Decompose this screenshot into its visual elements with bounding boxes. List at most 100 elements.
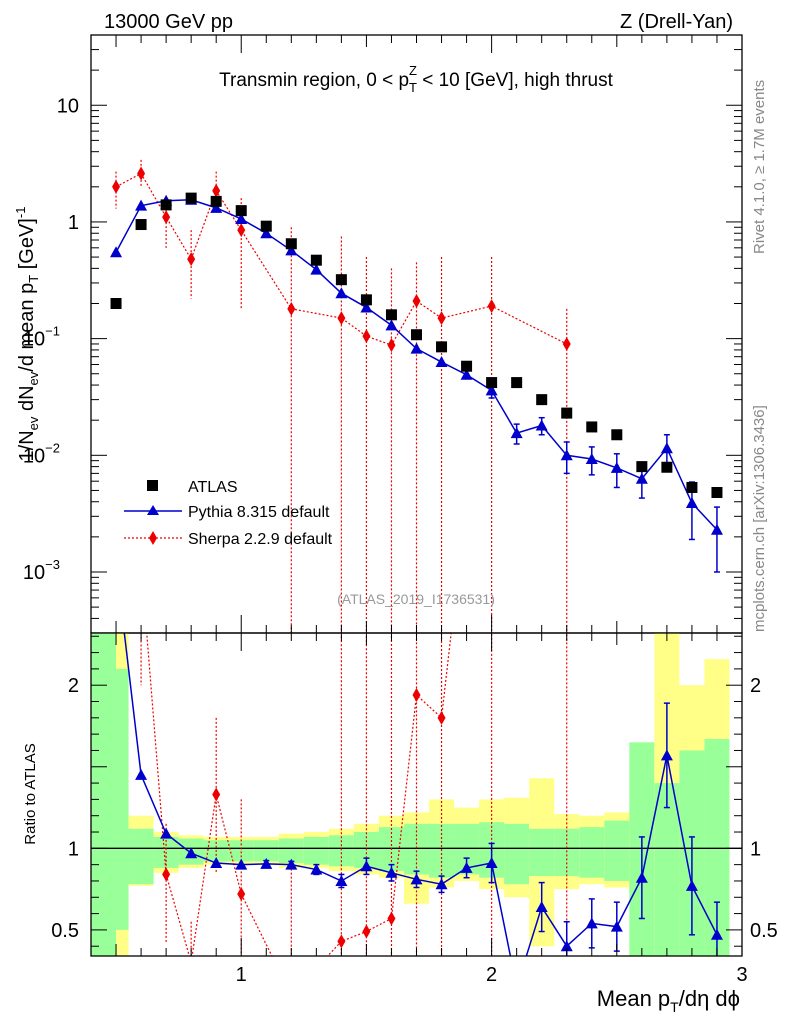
ratio-sherpa-point (237, 887, 246, 902)
ratio-sherpa-point (162, 867, 171, 882)
ratio-pythia-point (660, 749, 673, 761)
atlas-point (210, 195, 222, 207)
ratio-pythia-point (310, 863, 323, 875)
pythia-point (610, 461, 623, 473)
rivet-label: Rivet 4.1.0, ≥ 1.7M events (751, 80, 768, 254)
atlas-point (536, 394, 548, 406)
ylabel-part-7: -1 (13, 207, 28, 219)
top-ytick-label: 10 (57, 95, 79, 117)
x-axis-label: Mean pT/dη dϕ (597, 986, 740, 1015)
sherpa-point (287, 301, 296, 316)
top-ytick-label: 10−1 (23, 324, 60, 351)
sherpa-point (162, 210, 171, 225)
ratio-band-inner (303, 836, 329, 865)
top-panel-plot (110, 159, 723, 633)
sherpa-point (237, 223, 246, 238)
ratio-sherpa-point (287, 988, 295, 1002)
top-ytick-label-exp: −1 (45, 324, 60, 339)
atlas-point (486, 377, 498, 389)
ratio-pythia-point (511, 981, 523, 992)
ratio-pythia-point (385, 866, 398, 878)
atlas-point (686, 481, 698, 493)
ratio-pythia-point (135, 768, 148, 780)
atlas-point (636, 461, 648, 473)
ratio-pythia-point (160, 827, 173, 839)
ratio-ytick-label-left: 1 (68, 838, 79, 860)
watermark: (ATLAS_2019_I1736531) (337, 591, 495, 607)
pythia-point (285, 244, 298, 256)
atlas-point (135, 219, 147, 231)
top-ytick-label: 1 (68, 212, 79, 234)
top-ytick-label: 10−2 (23, 440, 60, 467)
plot-title-tail: < 10 [GeV], high thrust (417, 70, 614, 91)
ylabel-part-0: 1/N (16, 430, 38, 461)
top-ytick-label-base: 10 (23, 562, 45, 584)
atlas-point (411, 329, 422, 341)
pythia-point (410, 342, 423, 354)
pythia-point (535, 419, 548, 431)
ylabel-part-5: T (26, 275, 41, 283)
ratio-sherpa-point (212, 787, 221, 802)
ratio-pythia-point (110, 557, 122, 568)
atlas-point (260, 220, 272, 232)
ratio-sherpa-point (190, 955, 192, 956)
legend-sherpa-marker (149, 531, 157, 545)
ratio-pythia-point (185, 847, 198, 859)
sherpa-point (487, 299, 496, 314)
pythia-point (210, 201, 223, 213)
ratio-band-inner (579, 827, 605, 878)
pythia-point (510, 427, 523, 439)
atlas-point (586, 421, 598, 433)
ratio-band-inner (128, 828, 154, 885)
pythia-point (135, 199, 148, 211)
legend-pythia-marker (147, 505, 159, 515)
ratio-ytick-label-left: 2 (68, 675, 79, 697)
ratio-band-inner (654, 783, 680, 956)
legend-sherpa-label: Sherpa 2.2.9 default (188, 531, 333, 548)
ratio-pythia-point (235, 858, 248, 870)
ratio-ytick-label-left: 0.5 (51, 920, 79, 942)
legend-pythia-label: Pythia 8.315 default (188, 504, 330, 521)
ratio-pythia-point (435, 878, 448, 890)
atlas-point (711, 486, 723, 498)
atlas-point (160, 199, 172, 211)
atlas-point (235, 205, 247, 217)
sherpa-point (562, 336, 571, 351)
ylabel-part-6: [GeV] (16, 218, 38, 275)
plot-title: Transmin region, 0 < pTZ < 10 [GeV], hig… (219, 63, 613, 95)
sherpa-point (412, 294, 421, 309)
atlas-point (461, 360, 473, 372)
pythia-point (460, 368, 473, 380)
ratio-xtick-label: 1 (236, 964, 247, 986)
ratio-pythia-point (410, 873, 423, 885)
pythia-point (560, 449, 573, 461)
atlas-point (611, 429, 623, 441)
ratio-pythia-point (260, 857, 273, 869)
top-ytick-label-base: 10 (23, 329, 45, 351)
ratio-sherpa-point (337, 934, 346, 949)
ratio-band-inner (504, 823, 530, 885)
ratio-pythia-point (685, 879, 698, 891)
sherpa-point (362, 329, 371, 344)
sherpa-line (115, 172, 568, 346)
sherpa-point (187, 252, 196, 267)
header-left: 13000 GeV pp (104, 11, 233, 33)
ylabel-part-2: dN (16, 385, 38, 416)
pythia-point (110, 246, 123, 258)
ratio-band-inner (529, 828, 555, 877)
pythia-point (685, 497, 698, 509)
header-right: Z (Drell-Yan) (620, 11, 733, 33)
atlas-point (335, 274, 347, 286)
ratio-pythia-point (560, 940, 573, 952)
ratio-ytick-label-right: 1 (750, 838, 761, 860)
ratio-band-inner (253, 840, 279, 862)
sherpa-point (112, 179, 121, 194)
xlabel-part-1: T (670, 999, 679, 1015)
ratio-band-inner (604, 820, 630, 881)
xlabel-part-2: /dη dϕ (679, 986, 740, 1011)
pythia-point (660, 442, 673, 454)
sherpa-point (337, 311, 346, 326)
pythia-point (710, 523, 723, 535)
